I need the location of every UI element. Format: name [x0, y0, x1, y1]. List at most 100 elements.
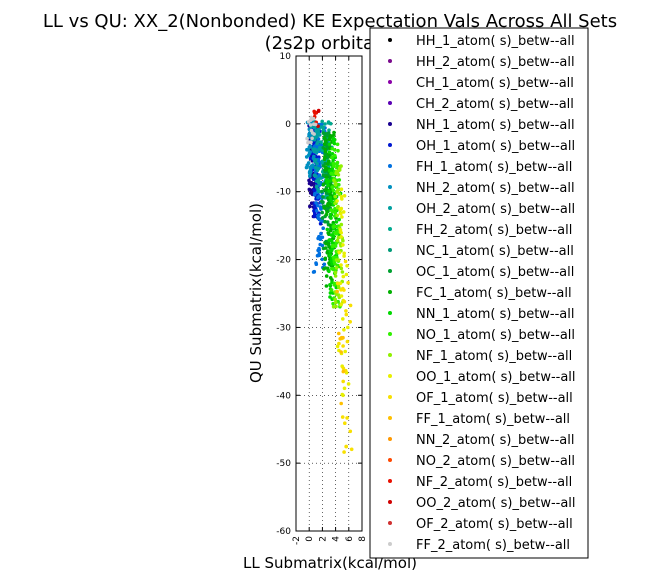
scatter-point: [346, 325, 350, 330]
y-tick-label: 10: [280, 52, 292, 62]
scatter-point: [336, 258, 341, 262]
scatter-point: [314, 261, 318, 265]
scatter-point: [308, 174, 312, 178]
scatter-point: [342, 386, 347, 391]
scatter-point: [328, 195, 333, 200]
scatter-point: [332, 281, 337, 286]
scatter-point: [330, 262, 334, 266]
scatter-point: [334, 171, 339, 175]
scatter-point: [328, 295, 332, 299]
scatter-point: [314, 201, 318, 205]
scatter-point: [328, 212, 333, 217]
legend-label: CH_2_atom( s)_betw--all: [416, 97, 574, 112]
scatter-point: [333, 194, 338, 199]
legend-label: FC_1_atom( s)_betw--all: [416, 286, 572, 301]
scatter-point: [335, 199, 339, 203]
scatter-point: [340, 270, 345, 274]
scatter-point: [320, 257, 325, 262]
scatter-point: [325, 175, 329, 179]
scatter-point: [338, 166, 342, 170]
legend-marker: [388, 269, 392, 273]
scatter-point: [334, 220, 339, 224]
scatter-point: [316, 180, 321, 185]
scatter-point: [327, 137, 332, 142]
scatter-point: [310, 136, 314, 141]
scatter-point: [334, 265, 339, 270]
scatter-point: [326, 266, 330, 271]
scatter-point: [308, 191, 313, 195]
scatter-point: [307, 169, 312, 174]
scatter-point: [338, 228, 343, 232]
scatter-point: [327, 159, 331, 163]
scatter-point: [344, 444, 349, 449]
legend-marker: [388, 458, 392, 462]
scatter-point: [324, 246, 328, 250]
scatter-point: [323, 149, 328, 154]
legend-label: OC_1_atom( s)_betw--all: [416, 265, 574, 280]
scatter-point: [338, 337, 343, 341]
x-tick-label: 0: [305, 536, 315, 542]
scatter-point: [326, 183, 330, 188]
scatter-point: [314, 184, 319, 189]
scatter-point: [348, 303, 353, 308]
scatter-point: [307, 178, 311, 183]
legend-marker: [388, 80, 392, 84]
scatter-point: [317, 127, 321, 131]
scatter-point: [349, 447, 354, 452]
scatter-point: [317, 173, 322, 177]
scatter-point: [328, 291, 333, 295]
legend-label: NH_2_atom( s)_betw--all: [416, 181, 575, 196]
scatter-point: [328, 253, 333, 257]
legend-marker: [388, 479, 392, 483]
scatter-point: [308, 156, 313, 161]
legend-label: OF_1_atom( s)_betw--all: [416, 391, 573, 406]
legend-label: NN_1_atom( s)_betw--all: [416, 307, 575, 322]
scatter-point: [312, 125, 317, 130]
scatter-point: [341, 344, 345, 348]
scatter-point: [320, 119, 325, 124]
scatter-point: [333, 270, 338, 275]
scatter-point: [317, 164, 322, 168]
scatter-point: [321, 226, 326, 230]
scatter-point: [323, 256, 328, 261]
scatter-point: [329, 288, 334, 292]
y-tick-label: -30: [276, 323, 291, 333]
scatter-point: [339, 222, 344, 227]
scatter-point: [334, 241, 339, 245]
scatter-point: [320, 210, 325, 215]
scatter-point: [333, 274, 338, 278]
scatter-point: [328, 276, 333, 280]
scatter-point: [335, 281, 340, 286]
scatter-point: [321, 195, 325, 199]
scatter-point: [317, 189, 321, 194]
scatter-point: [341, 317, 345, 321]
legend: HH_1_atom( s)_betw--all HH_2_atom( s)_bet…: [369, 27, 589, 559]
scatter-point: [322, 142, 327, 146]
scatter-point: [337, 341, 341, 346]
scatter-point: [342, 450, 346, 454]
y-axis-label: QU Submatrix(kcal/mol): [247, 203, 265, 383]
scatter-point: [332, 133, 336, 137]
legend-marker: [388, 59, 392, 63]
scatter-point: [315, 203, 320, 208]
scatter-point: [317, 213, 321, 217]
scatter-point: [337, 331, 341, 336]
scatter-point: [313, 122, 318, 127]
scatter-point: [339, 263, 343, 267]
legend-marker: [388, 416, 392, 420]
scatter-point: [321, 131, 326, 135]
scatter-point: [327, 238, 332, 242]
scatter-point: [346, 280, 350, 285]
scatter-point: [324, 132, 328, 136]
scatter-point: [322, 206, 327, 210]
scatter-point: [339, 194, 344, 199]
scatter-point: [339, 187, 344, 191]
legend-label: FH_1_atom( s)_betw--all: [416, 160, 572, 175]
scatter-point: [330, 185, 335, 189]
scatter-point: [313, 111, 317, 115]
scatter-point: [335, 213, 340, 218]
scatter-point: [320, 199, 324, 204]
scatter-point: [344, 272, 349, 277]
scatter-point: [323, 167, 328, 172]
legend-label: FF_1_atom( s)_betw--all: [416, 412, 570, 427]
